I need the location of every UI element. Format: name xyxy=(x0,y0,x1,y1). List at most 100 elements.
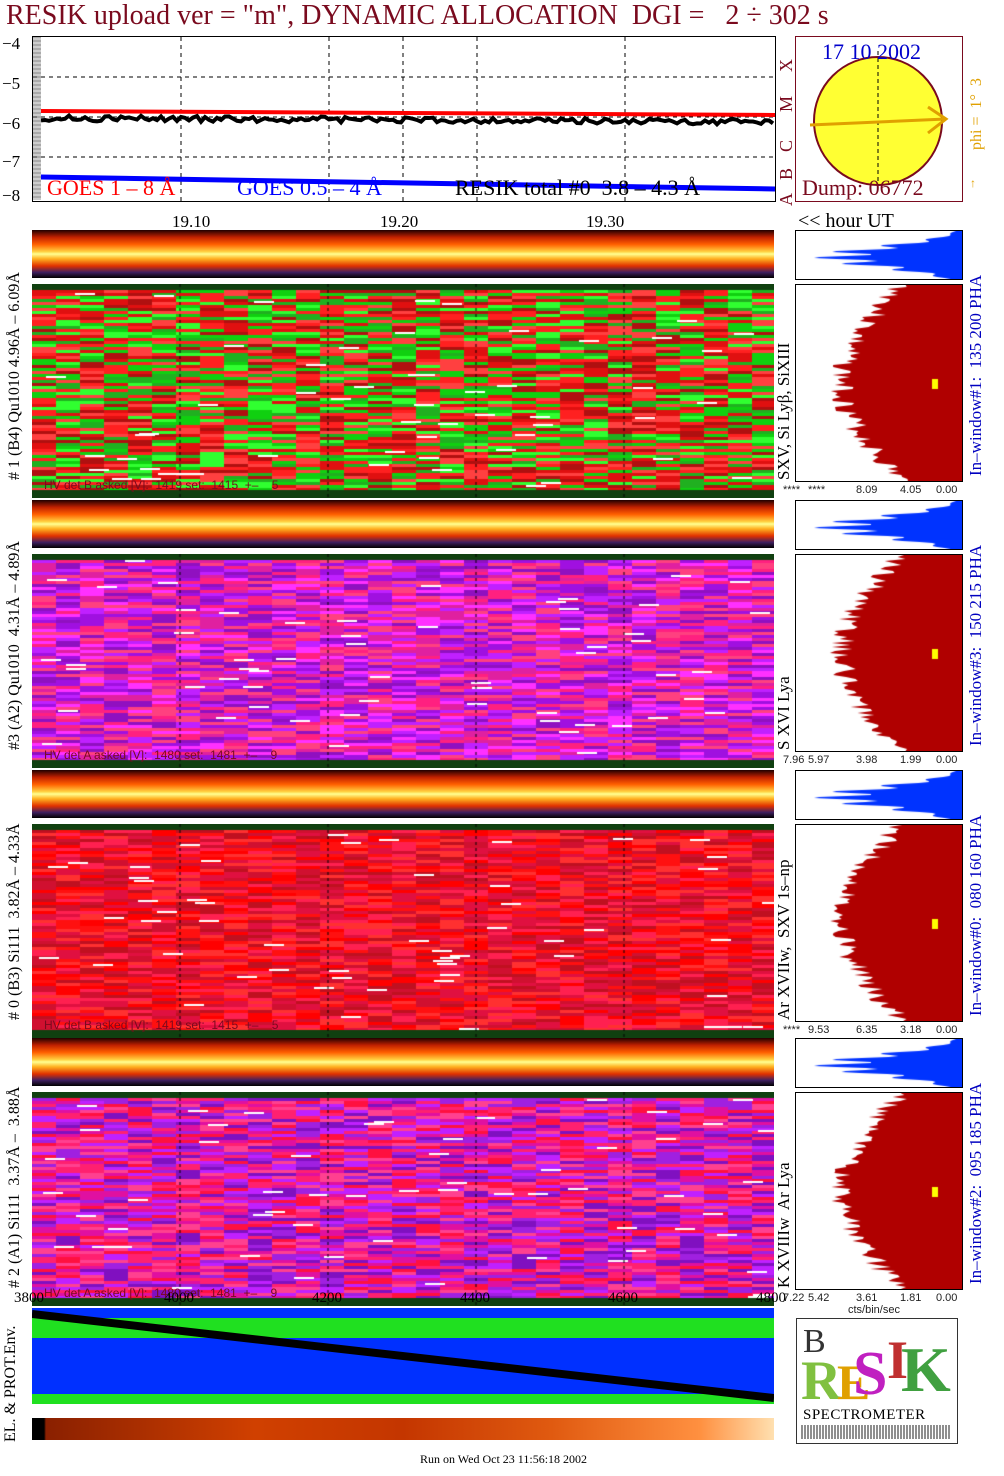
sun-date: 17 10 2002 xyxy=(822,39,921,64)
spec-tick-ch2-3: 1.81 xyxy=(900,1292,922,1304)
env-xtick-1: 4000 xyxy=(164,1290,194,1306)
time-tick-0: 19.10 xyxy=(172,212,211,231)
pha-strip xyxy=(32,230,774,278)
in-window-ch2: In–window#2: 095 185 PHA xyxy=(966,1082,985,1284)
logo-letter-r: R xyxy=(801,1350,842,1412)
goes-ytick-2: −6 xyxy=(2,114,21,133)
spec-tick-ch1-0: **** xyxy=(783,484,801,496)
spectral-lines-ch2: K XVIIIw Ar Lya xyxy=(774,1162,793,1288)
hv-readout-ch3: HV det A asked [V]: 1480 set: 1481 +– 9 xyxy=(44,748,278,762)
env-band-green-bottom xyxy=(32,1394,774,1404)
phi-label: phi = 1° 3 xyxy=(968,78,985,150)
goes-ytick-3: −7 xyxy=(2,152,21,171)
phi-arrow-glyph: ↑ xyxy=(970,176,976,190)
spectrum-ch2 xyxy=(795,1092,963,1290)
spec-tick-ch0-3: 3.18 xyxy=(900,1024,922,1036)
pha-strip xyxy=(32,500,774,548)
spec-tick-ch2-2: 3.61 xyxy=(856,1292,878,1304)
time-unit-label: << hour UT xyxy=(798,210,894,232)
in-window-ch1: In–window#1: 135 200 PHA xyxy=(966,274,985,476)
env-xtick-2: 4200 xyxy=(312,1290,342,1306)
hv-readout-ch2: HV det A asked [V]: 1480 set: 1481 +– 9 xyxy=(44,1286,278,1300)
env-xtick-0: 3800 xyxy=(14,1290,44,1306)
in-window-ch0: In–window#0: 080 160 PHA xyxy=(966,814,985,1016)
spec-tick-ch0-0: **** xyxy=(783,1024,801,1036)
time-tick-1: 19.20 xyxy=(380,212,419,231)
spec-tick-ch0-1: 9.53 xyxy=(808,1024,830,1036)
env-label: EL. & PROT.Env. xyxy=(2,1325,19,1442)
goes-short-line xyxy=(40,174,775,192)
resik-logo: B R E S I K SPECTROMETER xyxy=(796,1318,958,1444)
goes-ytick-4: −8 xyxy=(2,186,21,205)
spectrum-ch3 xyxy=(795,554,963,752)
class-letter-a: A xyxy=(776,193,796,206)
phi-arrow-line xyxy=(809,117,947,127)
resik-total-line xyxy=(40,112,775,128)
env-panel xyxy=(32,1308,774,1404)
goes-long-line xyxy=(40,109,775,117)
legend-goes-short: GOES 0.5 – 4 Å xyxy=(237,175,382,200)
logo-letter-s: S xyxy=(853,1340,888,1408)
env-trend-line xyxy=(32,1310,774,1402)
hv-readout-ch0: HV det B asked [V]: 1419 set: 1415 +– 5 xyxy=(44,1018,279,1032)
page-title: RESIK upload ver = "m", DYNAMIC ALLOCATI… xyxy=(6,0,829,31)
spec-tick-ch0-4: 0.00 xyxy=(936,1024,958,1036)
pha-strip xyxy=(32,770,774,818)
spectrum-ch1 xyxy=(795,284,963,482)
channel-label-ch2: # 2 (A1) Si111 3.37Å – 3.88Å xyxy=(6,1086,23,1288)
spectrum-ch0 xyxy=(795,824,963,1022)
logo-letter-e: E xyxy=(837,1354,871,1410)
goes-ytick-1: −5 xyxy=(2,74,21,93)
sun-dump: Dump: 06772 xyxy=(802,175,924,200)
env-xtick-5: 4800 xyxy=(756,1290,786,1306)
spec-tick-ch3-4: 0.00 xyxy=(936,754,958,766)
legend-goes-long: GOES 1 – 8 Å xyxy=(47,175,176,200)
class-letter-x: X xyxy=(776,59,796,72)
spectrogram-ch2 xyxy=(32,1092,774,1306)
sun-panel: 17 10 2002 Dump: 06772 xyxy=(795,36,963,202)
class-letter-m: M xyxy=(776,95,796,112)
in-window-ch3: In–window#3: 150 215 PHA xyxy=(966,544,985,746)
goes-ytick-0: −4 xyxy=(2,34,21,53)
logo-fineprint xyxy=(801,1425,951,1439)
legend-resik: RESIK total #0 3.8 – 4.3 Å xyxy=(455,175,701,200)
spec-tick-ch2-4: 0.00 xyxy=(936,1292,958,1304)
spec-tick-ch0-2: 6.35 xyxy=(856,1024,878,1036)
class-letter-b: B xyxy=(776,167,796,180)
spectrogram-ch0 xyxy=(32,824,774,1038)
channel-label-ch0: # 0 (B3) Si111 3.82Å – 4.33Å xyxy=(6,823,23,1020)
pha-histogram-ch0 xyxy=(795,770,963,820)
spec-tick-ch1-4: 0.00 xyxy=(936,484,958,496)
env-band-blue-top xyxy=(32,1308,774,1318)
logo-letter-b: B xyxy=(803,1323,826,1360)
goes-plot: GOES 1 – 8 Å GOES 0.5 – 4 Å RESIK total … xyxy=(32,36,776,202)
goes-class-letters: X M C B A xyxy=(774,30,796,210)
pha-histogram-ch1 xyxy=(795,230,963,280)
channel-label-ch3: #3 (A2) Qu1010 4.31Å – 4.89Å xyxy=(6,541,23,750)
spec-tick-ch2-1: 5.42 xyxy=(808,1292,830,1304)
spec-tick-ch3-1: 5.97 xyxy=(808,754,830,766)
spectral-lines-ch0: Ar XVIIw, SXV 1s–np xyxy=(774,859,793,1020)
env-xtick-4: 4600 xyxy=(608,1290,638,1306)
env-xtick-3: 4400 xyxy=(460,1290,490,1306)
class-letter-c: C xyxy=(776,139,796,152)
hv-readout-ch1: HV det B asked [V]: 1419 set: 1415 +– 5 xyxy=(44,478,279,492)
time-tick-2: 19.30 xyxy=(586,212,625,231)
logo-caption: SPECTROMETER xyxy=(803,1407,926,1423)
spec-tick-ch2-0: 7.22 xyxy=(783,1292,805,1304)
env-bar xyxy=(32,1418,774,1440)
logo-letter-k: K xyxy=(901,1334,951,1405)
spec-tick-ch3-0: 7.96 xyxy=(783,754,805,766)
pha-histogram-ch3 xyxy=(795,500,963,550)
channel-label-ch1: # 1 (B4) Qu1010 4.96Å – 6.09Å xyxy=(6,272,23,480)
spec-tick-ch1-2: 8.09 xyxy=(856,484,878,496)
spec-tick-ch3-2: 3.98 xyxy=(856,754,878,766)
spectrogram-ch3 xyxy=(32,554,774,768)
pha-strip xyxy=(32,1038,774,1086)
spec-tick-ch1-1: **** xyxy=(808,484,826,496)
spec-unit: cts/bin/sec xyxy=(848,1304,900,1316)
pha-histogram-ch2 xyxy=(795,1038,963,1088)
spec-tick-ch1-3: 4.05 xyxy=(900,484,922,496)
logo-letter-i: I xyxy=(887,1330,909,1390)
footer-run-date: Run on Wed Oct 23 11:56:18 2002 xyxy=(420,1452,588,1466)
